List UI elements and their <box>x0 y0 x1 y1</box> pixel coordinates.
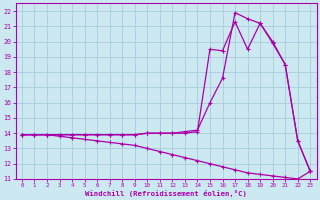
X-axis label: Windchill (Refroidissement éolien,°C): Windchill (Refroidissement éolien,°C) <box>85 190 247 197</box>
